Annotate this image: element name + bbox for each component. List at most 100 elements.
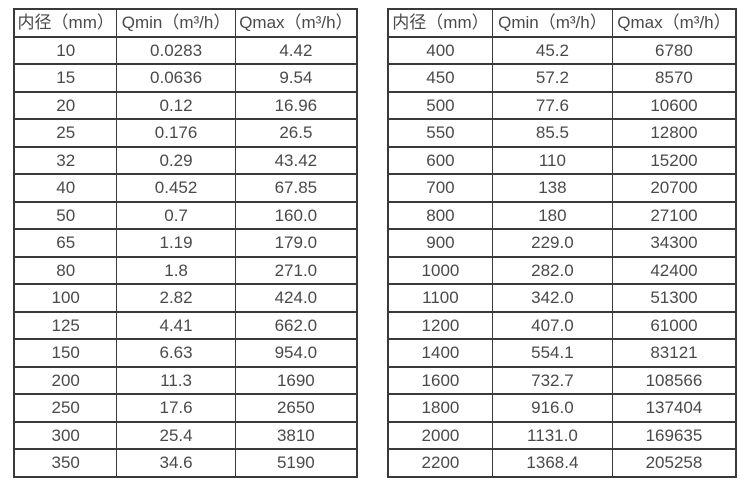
- diameter-cell: 15: [13, 63, 118, 93]
- diameter-cell: 500: [387, 90, 493, 120]
- qmin-cell: 180: [491, 200, 613, 230]
- qmax-cell: 4.42: [234, 35, 358, 65]
- table-row: 20 0.12 16.96: [13, 90, 358, 120]
- qmax-cell: 108566: [611, 365, 737, 395]
- qmin-cell: 77.6: [491, 90, 613, 120]
- qmin-cell: 45.2: [491, 35, 613, 65]
- qmax-cell: 2650: [234, 393, 358, 423]
- qmin-cell: 732.7: [491, 365, 613, 395]
- qmin-cell: 0.0636: [116, 63, 236, 93]
- diameter-cell: 20: [13, 90, 118, 120]
- qmin-cell: 4.41: [116, 310, 236, 340]
- qmin-cell: 0.0283: [116, 35, 236, 65]
- qmax-cell: 8570: [611, 63, 737, 93]
- flow-table-right: 内径（mm） Qmin（m³/h） Qmax（m³/h） 400 45.2 6780 450…: [387, 8, 737, 478]
- table-row: 1200 407.0 61000: [387, 310, 737, 340]
- qmax-cell: 5190: [234, 448, 358, 478]
- column-header-qmax: Qmax（m³/h）: [234, 8, 358, 38]
- qmin-cell: 25.4: [116, 420, 236, 450]
- qmax-cell: 26.5: [234, 118, 358, 148]
- qmin-cell: 17.6: [116, 393, 236, 423]
- qmax-cell: 205258: [611, 448, 737, 478]
- qmax-cell: 27100: [611, 200, 737, 230]
- qmin-cell: 916.0: [491, 393, 613, 423]
- qmax-cell: 16.96: [234, 90, 358, 120]
- table-row: 1600 732.7 108566: [387, 365, 737, 395]
- qmax-cell: 137404: [611, 393, 737, 423]
- qmax-cell: 67.85: [234, 173, 358, 203]
- diameter-cell: 100: [13, 283, 118, 313]
- table-row: 450 57.2 8570: [387, 63, 737, 93]
- diameter-cell: 25: [13, 118, 118, 148]
- diameter-cell: 10: [13, 35, 118, 65]
- diameter-cell: 600: [387, 145, 493, 175]
- diameter-cell: 1800: [387, 393, 493, 423]
- diameter-cell: 2000: [387, 420, 493, 450]
- header-row: 内径（mm） Qmin（m³/h） Qmax（m³/h）: [387, 8, 737, 38]
- qmin-cell: 0.7: [116, 200, 236, 230]
- diameter-cell: 1200: [387, 310, 493, 340]
- table-row: 300 25.4 3810: [13, 420, 358, 450]
- column-header-diameter: 内径（mm）: [387, 8, 493, 38]
- qmin-cell: 0.452: [116, 173, 236, 203]
- table-row: 550 85.5 12800: [387, 118, 737, 148]
- qmin-cell: 0.29: [116, 145, 236, 175]
- qmax-cell: 20700: [611, 173, 737, 203]
- table-row: 15 0.0636 9.54: [13, 63, 358, 93]
- table-row: 125 4.41 662.0: [13, 310, 358, 340]
- qmin-cell: 1368.4: [491, 448, 613, 478]
- qmax-cell: 3810: [234, 420, 358, 450]
- qmax-cell: 83121: [611, 338, 737, 368]
- table-row: 10 0.0283 4.42: [13, 35, 358, 65]
- diameter-cell: 1600: [387, 365, 493, 395]
- qmin-cell: 229.0: [491, 228, 613, 258]
- diameter-cell: 40: [13, 173, 118, 203]
- diameter-cell: 1100: [387, 283, 493, 313]
- diameter-cell: 700: [387, 173, 493, 203]
- qmin-cell: 1.8: [116, 255, 236, 285]
- qmin-cell: 1.19: [116, 228, 236, 258]
- column-header-qmin: Qmin（m³/h）: [116, 8, 236, 38]
- qmax-cell: 1690: [234, 365, 358, 395]
- diameter-cell: 65: [13, 228, 118, 258]
- qmin-cell: 6.63: [116, 338, 236, 368]
- qmax-cell: 179.0: [234, 228, 358, 258]
- qmax-cell: 43.42: [234, 145, 358, 175]
- diameter-cell: 900: [387, 228, 493, 258]
- diameter-cell: 450: [387, 63, 493, 93]
- qmin-cell: 342.0: [491, 283, 613, 313]
- qmax-cell: 12800: [611, 118, 737, 148]
- qmin-cell: 1131.0: [491, 420, 613, 450]
- table-row: 65 1.19 179.0: [13, 228, 358, 258]
- qmin-cell: 0.12: [116, 90, 236, 120]
- diameter-cell: 250: [13, 393, 118, 423]
- qmax-cell: 169635: [611, 420, 737, 450]
- diameter-cell: 300: [13, 420, 118, 450]
- column-header-qmin: Qmin（m³/h）: [491, 8, 613, 38]
- diameter-cell: 80: [13, 255, 118, 285]
- table-row: 900 229.0 34300: [387, 228, 737, 258]
- qmax-cell: 51300: [611, 283, 737, 313]
- table-row: 150 6.63 954.0: [13, 338, 358, 368]
- qmax-cell: 34300: [611, 228, 737, 258]
- qmin-cell: 554.1: [491, 338, 613, 368]
- qmin-cell: 0.176: [116, 118, 236, 148]
- diameter-cell: 350: [13, 448, 118, 478]
- qmax-cell: 9.54: [234, 63, 358, 93]
- diameter-cell: 1400: [387, 338, 493, 368]
- qmin-cell: 110: [491, 145, 613, 175]
- diameter-cell: 32: [13, 145, 118, 175]
- flow-table-left: 内径（mm） Qmin（m³/h） Qmax（m³/h） 10 0.0283 4.42 15…: [13, 8, 358, 478]
- diameter-cell: 125: [13, 310, 118, 340]
- table-row: 1800 916.0 137404: [387, 393, 737, 423]
- column-header-diameter: 内径（mm）: [13, 8, 118, 38]
- qmin-cell: 85.5: [491, 118, 613, 148]
- table-row: 40 0.452 67.85: [13, 173, 358, 203]
- diameter-cell: 800: [387, 200, 493, 230]
- table-row: 700 138 20700: [387, 173, 737, 203]
- table-row: 80 1.8 271.0: [13, 255, 358, 285]
- qmax-cell: 160.0: [234, 200, 358, 230]
- table-row: 2000 1131.0 169635: [387, 420, 737, 450]
- column-header-qmax: Qmax（m³/h）: [611, 8, 737, 38]
